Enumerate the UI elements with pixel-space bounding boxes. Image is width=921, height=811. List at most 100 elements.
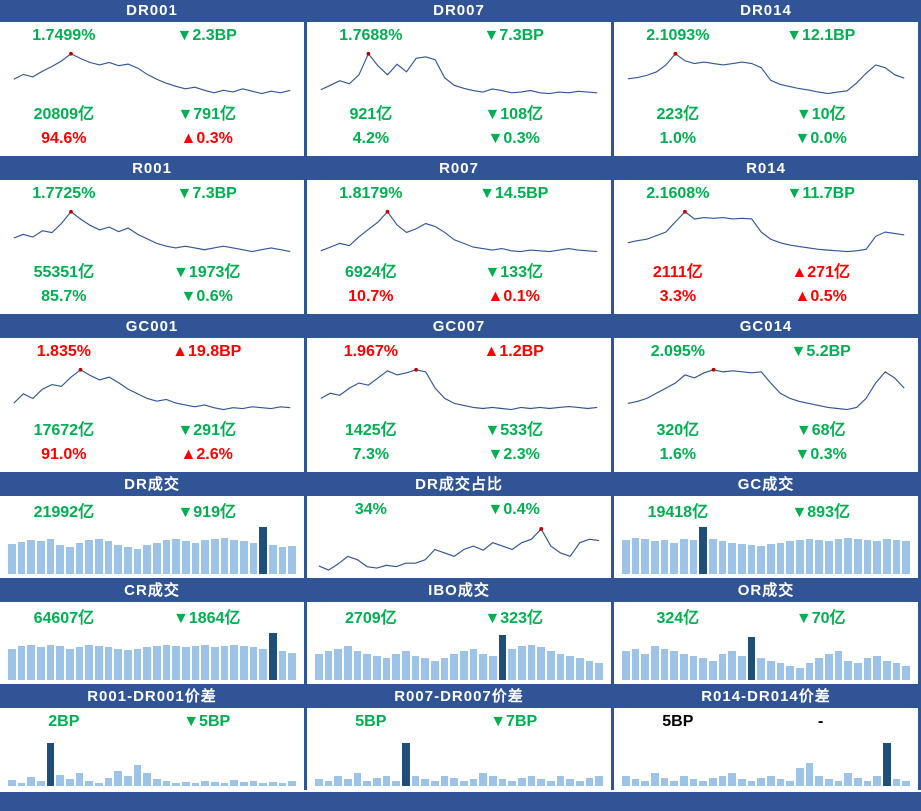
flow-change: ▼5BP <box>183 713 231 730</box>
volume-change: ▼68亿 <box>795 421 846 439</box>
bar <box>114 544 123 574</box>
bar <box>892 539 901 574</box>
bar-highlight <box>883 742 891 786</box>
bar <box>595 663 604 680</box>
bar <box>240 541 248 574</box>
panel-title: R001 <box>0 158 304 180</box>
line-series <box>320 367 598 411</box>
value-row: 2709亿 ▼323亿 <box>307 602 611 630</box>
volume-change: ▼533亿 <box>484 421 543 439</box>
bar <box>315 653 323 680</box>
share-row: 85.7% ▼0.6% <box>0 283 304 310</box>
chart-area <box>307 630 611 684</box>
bar <box>537 779 546 786</box>
bar <box>902 665 911 680</box>
bar <box>631 779 640 786</box>
bar <box>863 539 872 574</box>
rate-value: 1.8179% <box>339 184 403 202</box>
bar <box>566 779 575 786</box>
rate-row: 2.1608% ▼11.7BP <box>614 180 918 207</box>
volume-value: 320亿 <box>656 421 700 439</box>
bar <box>211 538 219 574</box>
flow-panel-R007-DR007价差: R007-DR007价差 5BP ▼7BP <box>307 686 611 790</box>
bar <box>278 546 287 574</box>
sparkline-chart <box>0 49 304 98</box>
share-row: 4.2% ▼0.3% <box>307 125 611 152</box>
volume-change: ▲271亿 <box>791 263 850 281</box>
chart-area <box>614 630 918 684</box>
flow-value: 2709亿 <box>345 610 397 627</box>
bar <box>786 781 795 786</box>
volume-row: 1425亿 ▼533亿 <box>307 414 611 441</box>
bar <box>240 782 248 786</box>
bar <box>27 777 36 786</box>
bar-highlight <box>259 526 268 574</box>
bar <box>269 544 277 574</box>
bar <box>844 773 853 786</box>
rate-change: ▼14.5BP <box>479 184 549 202</box>
bar <box>334 776 343 786</box>
bar <box>479 653 488 680</box>
bar <box>825 541 833 574</box>
bar-series <box>622 631 911 680</box>
bar <box>220 783 229 786</box>
bar <box>508 781 517 786</box>
bar-highlight <box>699 526 708 574</box>
bar <box>489 656 497 680</box>
bar <box>363 653 372 680</box>
bar <box>191 542 200 574</box>
rate-panel-R007: R007 1.8179% ▼14.5BP 6924亿 ▼133亿 10.7% ▲… <box>307 158 611 314</box>
bar <box>373 656 381 680</box>
bar <box>489 776 497 786</box>
bar <box>162 781 171 786</box>
flow-panel-R001-DR001价差: R001-DR001价差 2BP ▼5BP <box>0 686 304 790</box>
bar <box>440 776 449 786</box>
volume-row: 20809亿 ▼791亿 <box>0 98 304 125</box>
share-row: 3.3% ▲0.5% <box>614 283 918 310</box>
bar <box>527 776 536 786</box>
bar-series <box>8 525 297 574</box>
bar <box>767 660 775 680</box>
bar <box>278 651 287 680</box>
bar <box>153 542 161 574</box>
volume-value: 1425亿 <box>345 421 397 439</box>
rate-value: 1.7725% <box>32 184 96 202</box>
bar <box>854 778 862 786</box>
bar <box>556 653 565 680</box>
share-row: 7.3% ▼2.3% <box>307 441 611 468</box>
bar <box>133 548 142 574</box>
bar <box>805 538 814 574</box>
share-row: 1.0% ▼0.0% <box>614 125 918 152</box>
share-value: 4.2% <box>352 129 390 147</box>
bar <box>66 648 74 680</box>
rate-value: 2.1608% <box>646 184 710 202</box>
bar <box>230 539 239 574</box>
bar <box>718 541 727 574</box>
rate-panel-DR014: DR014 2.1093% ▼12.1BP 223亿 ▼10亿 1.0% ▼0.… <box>614 0 918 156</box>
bar <box>431 660 439 680</box>
bar <box>382 776 391 786</box>
panel-title: GC014 <box>614 316 918 338</box>
panel-title: R014 <box>614 158 918 180</box>
bar <box>211 647 219 680</box>
bar <box>805 763 814 786</box>
bar <box>75 773 84 786</box>
bar <box>566 656 575 680</box>
volume-row: 2111亿 ▲271亿 <box>614 256 918 283</box>
bar-series <box>622 525 911 574</box>
bar <box>249 781 258 786</box>
bar-highlight <box>402 742 410 786</box>
bar <box>182 541 190 574</box>
chart-area <box>307 524 611 578</box>
bar <box>709 660 717 680</box>
bar <box>863 781 872 786</box>
share-value: 1.0% <box>659 129 697 147</box>
volume-value: 2111亿 <box>652 263 703 281</box>
bar <box>680 538 688 574</box>
peak-dot <box>69 51 73 56</box>
bar <box>56 775 65 786</box>
bar <box>469 648 478 680</box>
flow-panel-CR成交: CR成交 64607亿 ▼1864亿 <box>0 580 304 684</box>
bar <box>689 779 698 786</box>
bar <box>460 650 468 680</box>
